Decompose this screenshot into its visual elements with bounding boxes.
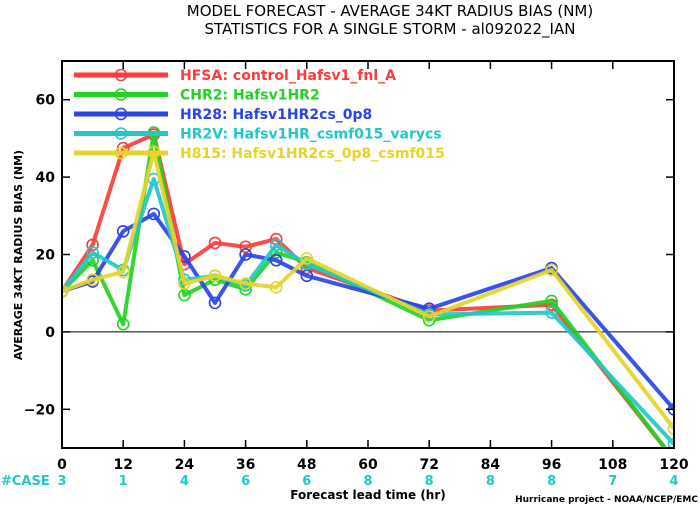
data-point — [269, 281, 283, 294]
data-point — [208, 269, 222, 283]
x-tick-label: 12 — [113, 457, 132, 473]
legend-swatch-marker — [114, 88, 128, 101]
legend-label: H815: Hafsv1HR2cs_0p8_csmf015 — [180, 146, 445, 162]
data-point — [545, 306, 558, 319]
data-point — [208, 296, 222, 310]
data-point — [269, 254, 283, 267]
case-count: 1 — [119, 474, 128, 489]
data-point — [422, 310, 436, 323]
x-tick-label: 0 — [57, 457, 67, 473]
series-hfsa — [62, 128, 668, 448]
legend-label: HR28: Hafsv1HR2cs_0p8 — [180, 107, 372, 123]
x-tick-label: 72 — [419, 457, 438, 473]
data-point — [545, 263, 558, 277]
legend-item-chr2: CHR2: Hafsv1HR2 — [74, 88, 320, 104]
data-point — [116, 224, 130, 238]
y-tick-label: 60 — [36, 93, 56, 109]
case-count: 4 — [180, 474, 189, 489]
data-point — [116, 317, 130, 331]
data-point — [239, 248, 252, 261]
legend-swatch-marker — [114, 146, 128, 160]
case-count: 8 — [425, 474, 434, 489]
case-count: 6 — [302, 474, 311, 489]
legend-item-hr2v: HR2V: Hafsv1HR_csmf015_varycs — [74, 127, 442, 143]
data-point — [269, 238, 283, 252]
data-point — [239, 277, 252, 290]
data-point — [667, 422, 674, 435]
legend-label: HFSA: control_Hafsv1_fnl_A — [180, 68, 396, 84]
data-point — [208, 236, 222, 250]
x-tick-label: 84 — [481, 457, 501, 473]
case-count: 7 — [608, 474, 617, 489]
y-axis-label: AVERAGE 34KT RADIUS BIAS (NM) — [12, 150, 25, 360]
legend-swatch-marker — [114, 68, 128, 82]
x-tick-label: 36 — [236, 457, 255, 473]
x-axis-label: Forecast lead time (hr) — [290, 488, 446, 502]
x-tick-label: 60 — [358, 457, 378, 473]
data-point — [239, 240, 252, 254]
x-tick-label: 96 — [542, 457, 561, 473]
case-count: 8 — [363, 474, 372, 489]
case-count: 8 — [486, 474, 495, 489]
chart-subtitle: STATISTICS FOR A SINGLE STORM - al092022… — [205, 20, 576, 39]
data-point — [667, 437, 674, 448]
data-point — [86, 246, 99, 259]
legend-item-hfsa: HFSA: control_Hafsv1_fnl_A — [74, 68, 396, 84]
case-count: 8 — [547, 474, 556, 489]
legend-item-h815: H815: Hafsv1HR2cs_0p8_csmf015 — [74, 146, 445, 162]
y-tick-label: 0 — [45, 325, 55, 341]
data-point — [86, 238, 99, 252]
legend-label: CHR2: Hafsv1HR2 — [180, 88, 320, 104]
legend-item-hr28: HR28: Hafsv1HR2cs_0p8 — [74, 107, 372, 123]
series-line-chr2 — [62, 130, 668, 448]
case-count: 4 — [669, 474, 678, 489]
x-tick-label: 120 — [659, 457, 688, 473]
y-tick-label: −20 — [24, 402, 55, 418]
data-point — [62, 284, 69, 298]
credit-text: Hurricane project - NOAA/NCEP/EMC — [515, 495, 698, 505]
data-point — [178, 277, 191, 290]
series-chr2 — [62, 126, 668, 448]
case-row-label: #CASE — [1, 474, 50, 489]
y-tick-label: 20 — [36, 248, 56, 264]
legend-swatch-marker — [114, 127, 128, 140]
chart-title: MODEL FORECAST - AVERAGE 34KT RADIUS BIA… — [187, 2, 593, 20]
legend-label: HR2V: Hafsv1HR_csmf015_varycs — [180, 127, 442, 143]
y-tick-label: 40 — [36, 170, 56, 186]
data-point — [86, 273, 99, 286]
x-tick-label: 108 — [598, 457, 627, 473]
data-point — [300, 252, 314, 265]
case-count: 6 — [241, 474, 250, 489]
x-tick-label: 24 — [175, 457, 195, 473]
legend-swatch-marker — [114, 107, 128, 121]
data-point — [116, 265, 130, 279]
data-point — [147, 207, 161, 221]
case-count: 3 — [57, 474, 66, 489]
x-tick-label: 48 — [297, 457, 316, 473]
